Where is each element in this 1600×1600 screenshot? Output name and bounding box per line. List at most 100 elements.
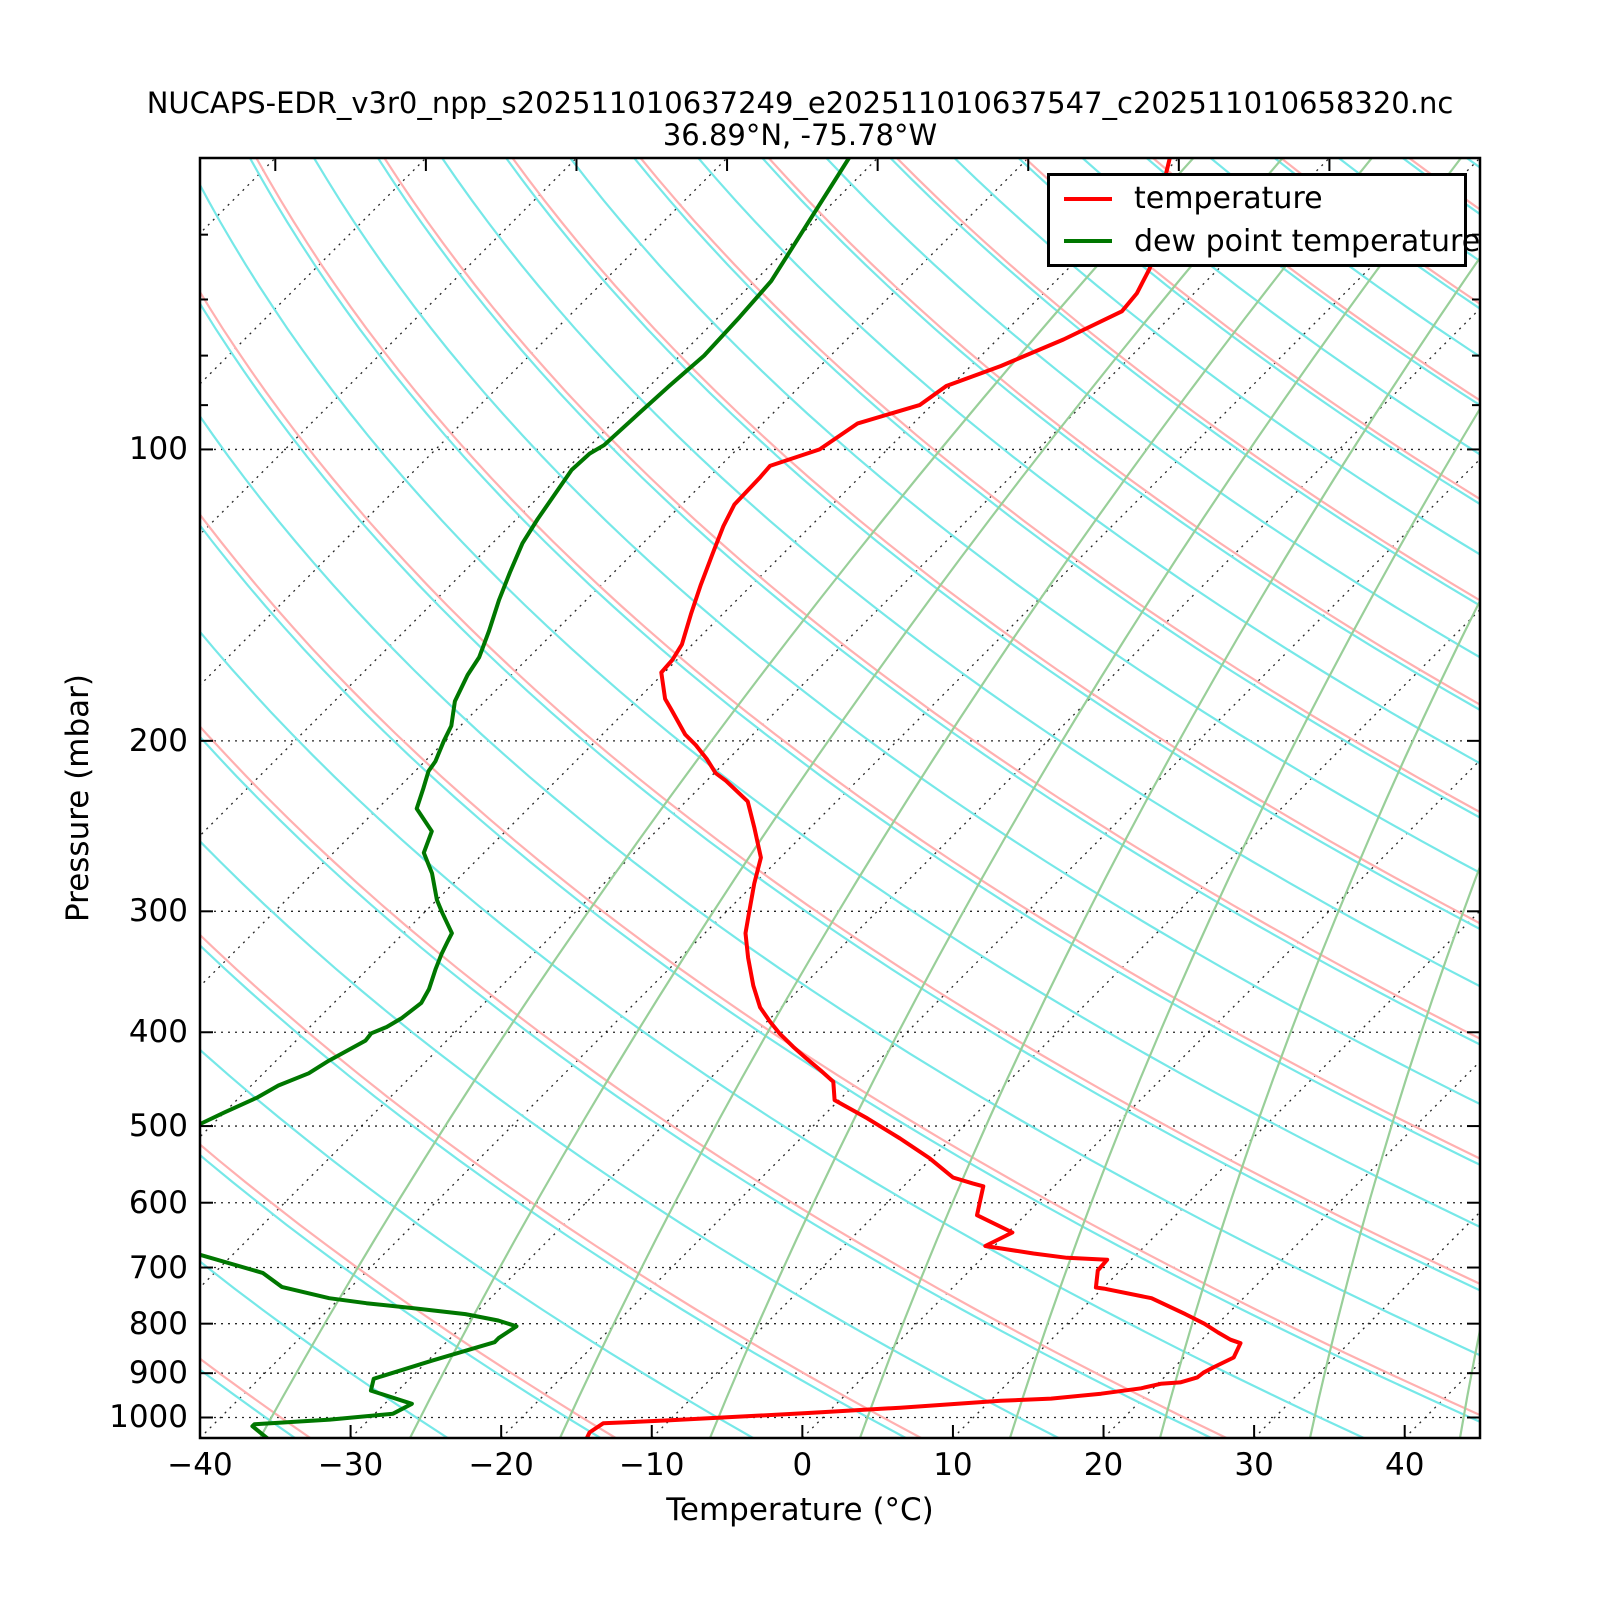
isotherm-gridline	[1103, 1060, 1480, 1438]
y-tick-label: 100	[128, 431, 188, 468]
x-tick-label: −40	[167, 1447, 233, 1483]
y-tick-label: 1000	[109, 1399, 188, 1436]
y-tick-label: 600	[128, 1184, 188, 1221]
dew-point-curve	[200, 158, 851, 1438]
moist-adiabat-line	[441, 158, 1480, 988]
isotherm-gridline	[200, 158, 728, 686]
dry-adiabat-line	[1024, 158, 1480, 501]
isotherm-gridline	[200, 158, 276, 235]
moist-adiabat-line	[200, 414, 1480, 1357]
dry-adiabat-line	[511, 158, 1480, 925]
dry-adiabat-line	[1537, 158, 1600, 1438]
dry-adiabat-line	[767, 158, 1480, 706]
temperature-line-swatch	[1064, 196, 1112, 201]
moist-adiabat-line	[1017, 158, 1480, 506]
dry-adiabat-line	[200, 1143, 617, 1438]
y-tick-label: 900	[128, 1355, 188, 1392]
dry-adiabat-line	[255, 158, 1480, 1160]
x-tick-label: 30	[1234, 1447, 1274, 1483]
y-tick-label: 200	[128, 722, 188, 759]
x-tick-label: −30	[317, 1447, 384, 1483]
dry-adiabat-line	[896, 158, 1480, 602]
moist-adiabat-line	[569, 158, 1480, 875]
isotherm-gridline	[1404, 1361, 1480, 1438]
isotherm-gridline	[200, 158, 1330, 1289]
moist-adiabat-line	[953, 158, 1480, 556]
x-tick-label: −20	[468, 1447, 534, 1483]
axes-frame	[198, 156, 1482, 1440]
y-tick-label: 400	[128, 1014, 188, 1051]
mixing-ratio-line	[708, 158, 1462, 1438]
moist-adiabat-line	[200, 301, 1480, 1292]
moist-adiabat-line	[1081, 158, 1480, 456]
legend-label-temperature: temperature	[1134, 181, 1323, 217]
moist-adiabat-line	[200, 630, 1365, 1438]
moist-adiabat-line	[1466, 158, 1480, 169]
dry-adiabat-line	[1280, 158, 1480, 306]
dry-adiabat-line	[1408, 158, 1480, 211]
page-subtitle: 36.89°N, -75.78°W	[662, 118, 938, 152]
isotherm-gridline	[952, 910, 1480, 1438]
moist-adiabat-line	[200, 523, 1480, 1423]
moist-adiabat-line	[761, 158, 1480, 712]
x-tick-label: 40	[1384, 1447, 1425, 1483]
x-tick-label: 0	[792, 1447, 813, 1483]
plot-area	[0, 158, 1600, 1438]
legend-entry-dew-point: dew point temperature	[1050, 221, 1480, 261]
x-tick-label: 10	[933, 1447, 973, 1483]
moist-adiabat-line	[200, 839, 1060, 1438]
moist-adiabat-line	[825, 158, 1480, 659]
moist-adiabat-line	[377, 158, 1480, 1046]
mixing-ratio-line	[1008, 406, 1480, 1438]
dew-point-line-swatch	[1064, 239, 1112, 244]
moist-adiabat-line	[200, 943, 907, 1438]
moist-adiabat-line	[1595, 158, 1600, 1438]
isotherm-gridline	[200, 158, 1480, 1438]
mixing-ratio-line	[259, 158, 1195, 1438]
moist-adiabat-line	[1531, 158, 1600, 1438]
moist-adiabat-line	[889, 158, 1480, 607]
y-tick-label: 700	[128, 1249, 188, 1286]
page-title: NUCAPS-EDR_v3r0_npp_s202511010637249_e20…	[146, 86, 1454, 120]
dry-adiabat-line	[200, 289, 1480, 1286]
moist-adiabat-line	[697, 158, 1480, 765]
dry-adiabat-line	[639, 158, 1480, 814]
isotherm-gridline	[200, 158, 1180, 1138]
y-tick-label: 800	[128, 1305, 188, 1342]
moist-adiabat-line	[633, 158, 1480, 819]
x-tick-label: 20	[1083, 1447, 1124, 1483]
moist-adiabat-line	[248, 158, 1480, 1166]
moist-adiabat-line	[200, 1153, 601, 1438]
dry-adiabat-line	[200, 724, 1227, 1438]
moist-adiabat-line	[200, 1368, 296, 1438]
moist-adiabat-line	[1145, 158, 1480, 407]
legend-entry-temperature: temperature	[1050, 179, 1464, 219]
dry-adiabat-line	[383, 158, 1480, 1040]
legend: temperature dew point temperature	[1047, 173, 1480, 267]
mixing-ratio-line	[1308, 863, 1480, 1438]
x-tick-label: −10	[619, 1447, 685, 1483]
dry-adiabat-line	[200, 933, 922, 1438]
moist-adiabat-line	[1402, 158, 1480, 216]
mixing-ratio-line	[559, 158, 1373, 1438]
isotherm-gridline	[1253, 1211, 1480, 1438]
mixing-ratio-line	[1158, 598, 1480, 1438]
dry-adiabat-line	[0, 158, 5, 1438]
isotherm-gridline	[801, 759, 1480, 1438]
moist-adiabat-line	[200, 182, 1480, 1229]
isotherm-gridline	[200, 158, 1029, 988]
x-axis-label: Temperature (°C)	[666, 1492, 934, 1528]
isotherm-gridline	[651, 608, 1480, 1438]
mixing-ratio-line	[409, 158, 1284, 1438]
isotherm-gridline	[500, 458, 1480, 1438]
moist-adiabat-line	[313, 158, 1480, 1106]
y-axis-label: Pressure (mbar)	[60, 673, 96, 923]
dry-adiabat-line	[1152, 158, 1480, 402]
moist-adiabat-line	[200, 1048, 754, 1438]
mixing-ratio-line	[858, 255, 1480, 1438]
temperature-curve	[584, 158, 1243, 1438]
moist-adiabat-line	[200, 735, 1212, 1438]
y-tick-label: 300	[128, 893, 188, 930]
